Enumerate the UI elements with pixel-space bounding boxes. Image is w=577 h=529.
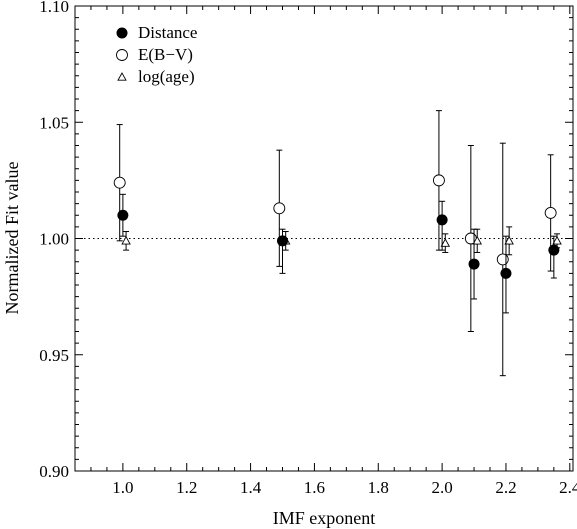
x-tick-label: 1.4 [240,478,262,497]
x-tick-label: 1.6 [304,478,325,497]
x-tick-label: 1.8 [368,478,389,497]
data-point [117,209,129,221]
legend-marker [116,27,128,39]
data-point [277,235,288,247]
legend-marker [116,49,128,61]
x-tick-label: 1.0 [112,478,133,497]
x-axis-label: IMF exponent [273,508,376,528]
data-point [432,174,445,187]
data-point [468,258,480,270]
series-0 [117,193,560,314]
x-tick-label: 2.4 [559,478,577,497]
data-point [496,253,509,266]
y-axis-label: Normalized Fit value [2,162,22,315]
legend-label: E(B−V) [138,45,193,64]
data-point [273,202,286,215]
y-tick-label: 0.90 [39,462,69,481]
data-point [544,206,557,219]
legend-label: log(age) [138,67,195,86]
y-tick-label: 1.10 [39,0,69,16]
series-2 [121,226,562,256]
data-point [500,267,512,279]
legend: Distance E(B−V) log(age) [116,23,197,86]
data-point [436,214,448,226]
data-point [548,244,560,256]
data-point [113,176,126,189]
data-point [552,235,562,245]
y-tick-label: 0.95 [39,346,69,365]
y-tick-label: 1.05 [39,113,69,132]
data-point [472,235,482,245]
data-point [504,235,514,245]
tick-labels: 1.0 1.2 1.4 1.6 1.8 2.0 2.2 2.4 0.90 0.95 1.00 1.05… [39,0,577,497]
data-series [113,110,562,377]
data-point [121,235,131,245]
x-tick-label: 2.0 [431,478,452,497]
series-1 [113,110,557,377]
axis-ticks [75,5,573,472]
y-tick-label: 1.00 [39,230,69,249]
data-point [440,238,451,247]
legend-label: Distance [138,23,197,42]
legend-marker [117,72,127,81]
x-tick-label: 1.2 [176,478,197,497]
x-tick-label: 2.2 [495,478,516,497]
